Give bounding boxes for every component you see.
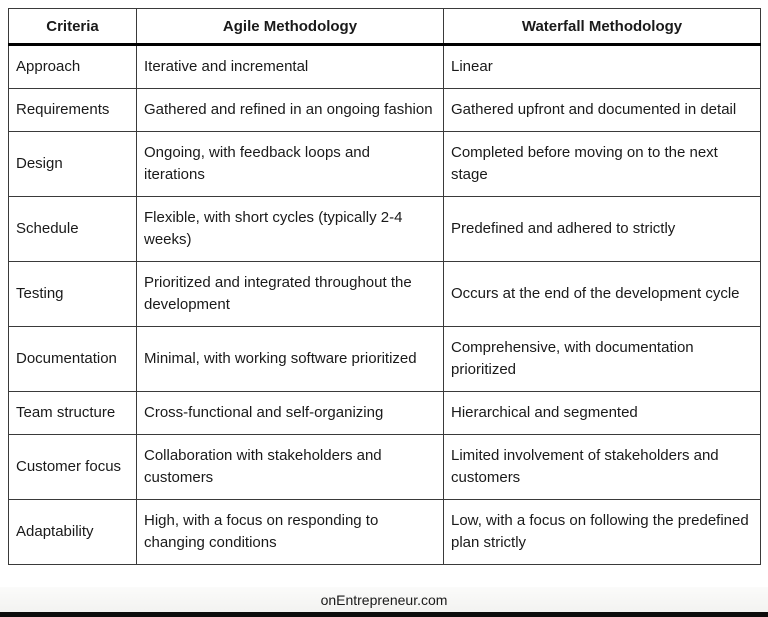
- cell-agile: Collaboration with stakeholders and cust…: [136, 434, 444, 500]
- header-waterfall: Waterfall Methodology: [443, 8, 761, 46]
- table-header: Criteria Agile Methodology Waterfall Met…: [8, 8, 761, 46]
- cell-waterfall: Linear: [443, 44, 761, 89]
- table-row: Requirements Gathered and refined in an o…: [8, 88, 761, 132]
- table-row: Design Ongoing, with feedback loops and i…: [8, 131, 761, 197]
- cell-agile: Minimal, with working software prioritiz…: [136, 326, 444, 392]
- cell-criteria: Adaptability: [8, 499, 137, 565]
- cell-waterfall: Limited involvement of stakeholders and …: [443, 434, 761, 500]
- cell-criteria: Approach: [8, 44, 137, 89]
- table-row: Approach Iterative and incremental Linear: [8, 44, 761, 89]
- cell-criteria: Testing: [8, 261, 137, 327]
- table-row: Adaptability High, with a focus on respon…: [8, 499, 761, 565]
- cell-waterfall: Hierarchical and segmented: [443, 391, 761, 435]
- cell-agile: Ongoing, with feedback loops and iterati…: [136, 131, 444, 197]
- bottom-bar: [0, 612, 768, 617]
- header-criteria: Criteria: [8, 8, 137, 46]
- cell-waterfall: Completed before moving on to the next s…: [443, 131, 761, 197]
- cell-criteria: Requirements: [8, 88, 137, 132]
- cell-agile: Prioritized and integrated throughout th…: [136, 261, 444, 327]
- table-row: Team structure Cross-functional and self-…: [8, 391, 761, 435]
- cell-criteria: Team structure: [8, 391, 137, 435]
- cell-waterfall: Predefined and adhered to strictly: [443, 196, 761, 262]
- cell-criteria: Customer focus: [8, 434, 137, 500]
- cell-waterfall: Gathered upfront and documented in detai…: [443, 88, 761, 132]
- header-row: Criteria Agile Methodology Waterfall Met…: [8, 8, 761, 46]
- cell-criteria: Design: [8, 131, 137, 197]
- cell-agile: Iterative and incremental: [136, 44, 444, 89]
- cell-waterfall: Occurs at the end of the development cyc…: [443, 261, 761, 327]
- cell-agile: Gathered and refined in an ongoing fashi…: [136, 88, 444, 132]
- agile-vs-waterfall-table: Criteria Agile Methodology Waterfall Met…: [8, 8, 761, 565]
- header-agile: Agile Methodology: [136, 8, 444, 46]
- table-row: Schedule Flexible, with short cycles (typ…: [8, 196, 761, 262]
- watermark-text: onEntrepreneur.com: [320, 591, 448, 608]
- table-body: Approach Iterative and incremental Linear R…: [8, 44, 761, 565]
- cell-criteria: Documentation: [8, 326, 137, 392]
- cell-waterfall: Comprehensive, with documentation priori…: [443, 326, 761, 392]
- cell-criteria: Schedule: [8, 196, 137, 262]
- cell-agile: Flexible, with short cycles (typically 2…: [136, 196, 444, 262]
- comparison-table-container: Criteria Agile Methodology Waterfall Met…: [8, 8, 761, 565]
- table-row: Testing Prioritized and integrated throug…: [8, 261, 761, 327]
- cell-agile: High, with a focus on responding to chan…: [136, 499, 444, 565]
- cell-agile: Cross-functional and self-organizing: [136, 391, 444, 435]
- cell-waterfall: Low, with a focus on following the prede…: [443, 499, 761, 565]
- table-row: Customer focus Collaboration with stakeho…: [8, 434, 761, 500]
- table-row: Documentation Minimal, with working softw…: [8, 326, 761, 392]
